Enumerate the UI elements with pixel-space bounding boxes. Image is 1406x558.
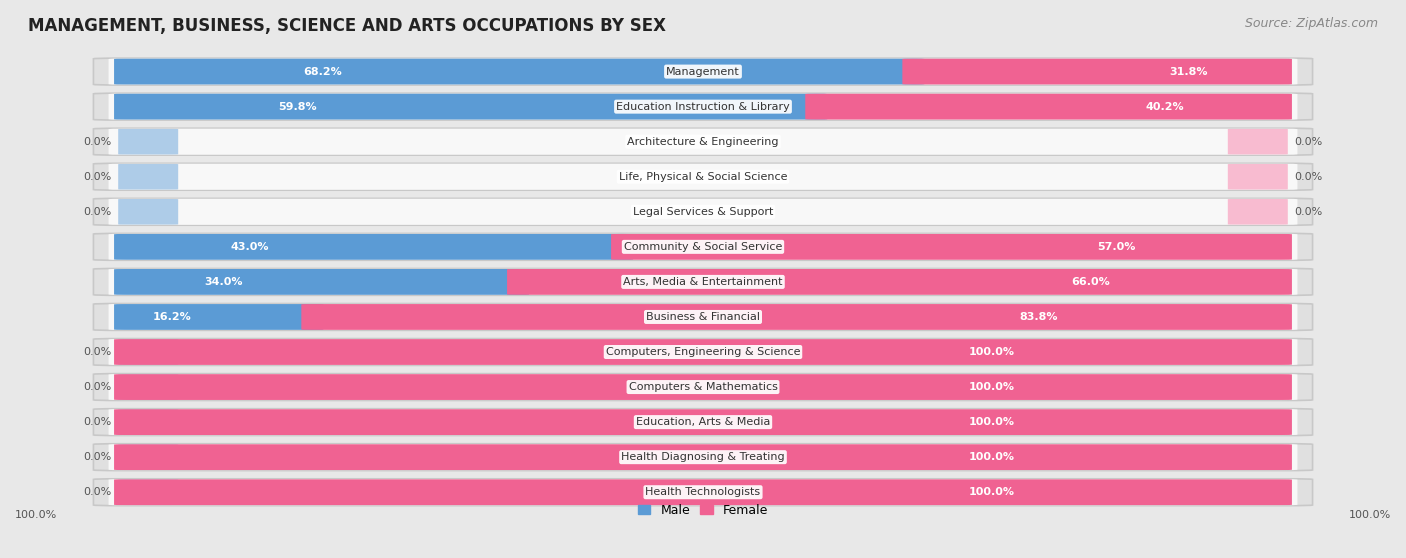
FancyBboxPatch shape [93,479,1313,506]
FancyBboxPatch shape [93,444,1313,470]
FancyBboxPatch shape [108,374,1298,400]
FancyBboxPatch shape [118,199,179,224]
FancyBboxPatch shape [93,163,1313,190]
FancyBboxPatch shape [108,444,1298,470]
Text: 0.0%: 0.0% [83,417,111,427]
Text: 0.0%: 0.0% [83,382,111,392]
FancyBboxPatch shape [108,304,1298,330]
Text: 100.0%: 100.0% [15,510,58,519]
FancyBboxPatch shape [114,409,1292,435]
FancyBboxPatch shape [114,374,1292,400]
FancyBboxPatch shape [114,444,1292,470]
Text: Arts, Media & Entertainment: Arts, Media & Entertainment [623,277,783,287]
Text: 0.0%: 0.0% [83,207,111,217]
FancyBboxPatch shape [93,128,1313,155]
FancyBboxPatch shape [114,479,1292,505]
FancyBboxPatch shape [118,479,179,505]
FancyBboxPatch shape [114,269,529,295]
FancyBboxPatch shape [806,94,1292,119]
Text: Legal Services & Support: Legal Services & Support [633,207,773,217]
FancyBboxPatch shape [93,93,1313,120]
FancyBboxPatch shape [118,374,179,400]
Text: 57.0%: 57.0% [1097,242,1136,252]
Text: 16.2%: 16.2% [152,312,191,322]
Text: 0.0%: 0.0% [83,172,111,182]
Text: 100.0%: 100.0% [969,382,1015,392]
Text: Business & Financial: Business & Financial [645,312,761,322]
FancyBboxPatch shape [1227,129,1288,155]
FancyBboxPatch shape [108,409,1298,435]
Text: 68.2%: 68.2% [302,66,342,76]
Text: 100.0%: 100.0% [969,347,1015,357]
Text: 0.0%: 0.0% [1295,137,1323,147]
FancyBboxPatch shape [93,58,1313,85]
FancyBboxPatch shape [118,444,179,470]
Text: 40.2%: 40.2% [1146,102,1184,112]
FancyBboxPatch shape [93,304,1313,330]
Text: Education, Arts & Media: Education, Arts & Media [636,417,770,427]
Text: Community & Social Service: Community & Social Service [624,242,782,252]
FancyBboxPatch shape [108,339,1298,365]
FancyBboxPatch shape [108,163,1298,190]
Text: 100.0%: 100.0% [1348,510,1391,519]
Text: 100.0%: 100.0% [969,487,1015,497]
Text: 83.8%: 83.8% [1019,312,1059,322]
FancyBboxPatch shape [508,269,1292,295]
Text: Computers, Engineering & Science: Computers, Engineering & Science [606,347,800,357]
FancyBboxPatch shape [1227,164,1288,190]
FancyBboxPatch shape [118,164,179,190]
FancyBboxPatch shape [93,199,1313,225]
FancyBboxPatch shape [93,268,1313,295]
Text: 31.8%: 31.8% [1170,66,1208,76]
FancyBboxPatch shape [108,269,1298,295]
FancyBboxPatch shape [118,129,179,155]
FancyBboxPatch shape [108,199,1298,225]
FancyBboxPatch shape [114,304,323,330]
FancyBboxPatch shape [301,304,1292,330]
FancyBboxPatch shape [93,233,1313,260]
FancyBboxPatch shape [93,408,1313,436]
Text: Architecture & Engineering: Architecture & Engineering [627,137,779,147]
Text: 34.0%: 34.0% [204,277,243,287]
Text: 0.0%: 0.0% [83,347,111,357]
FancyBboxPatch shape [108,59,1298,85]
FancyBboxPatch shape [93,339,1313,365]
Legend: Male, Female: Male, Female [633,499,773,522]
Text: 0.0%: 0.0% [83,137,111,147]
Text: 0.0%: 0.0% [1295,207,1323,217]
Text: 43.0%: 43.0% [231,242,269,252]
FancyBboxPatch shape [1227,199,1288,224]
Text: 100.0%: 100.0% [969,452,1015,462]
Text: 0.0%: 0.0% [83,487,111,497]
FancyBboxPatch shape [114,59,924,84]
Text: 0.0%: 0.0% [83,452,111,462]
Text: 100.0%: 100.0% [969,417,1015,427]
Text: Computers & Mathematics: Computers & Mathematics [628,382,778,392]
FancyBboxPatch shape [903,59,1292,84]
FancyBboxPatch shape [108,234,1298,260]
Text: 0.0%: 0.0% [1295,172,1323,182]
Text: Source: ZipAtlas.com: Source: ZipAtlas.com [1244,17,1378,30]
FancyBboxPatch shape [114,234,633,259]
FancyBboxPatch shape [114,94,827,119]
FancyBboxPatch shape [93,374,1313,401]
FancyBboxPatch shape [108,479,1298,505]
Text: Management: Management [666,66,740,76]
Text: Education Instruction & Library: Education Instruction & Library [616,102,790,112]
Text: Health Diagnosing & Treating: Health Diagnosing & Treating [621,452,785,462]
Text: Health Technologists: Health Technologists [645,487,761,497]
Text: 59.8%: 59.8% [278,102,318,112]
FancyBboxPatch shape [612,234,1292,259]
FancyBboxPatch shape [118,410,179,435]
FancyBboxPatch shape [108,94,1298,119]
Text: 66.0%: 66.0% [1071,277,1109,287]
FancyBboxPatch shape [114,339,1292,365]
FancyBboxPatch shape [118,339,179,365]
FancyBboxPatch shape [108,129,1298,155]
Text: Life, Physical & Social Science: Life, Physical & Social Science [619,172,787,182]
Text: MANAGEMENT, BUSINESS, SCIENCE AND ARTS OCCUPATIONS BY SEX: MANAGEMENT, BUSINESS, SCIENCE AND ARTS O… [28,17,666,35]
